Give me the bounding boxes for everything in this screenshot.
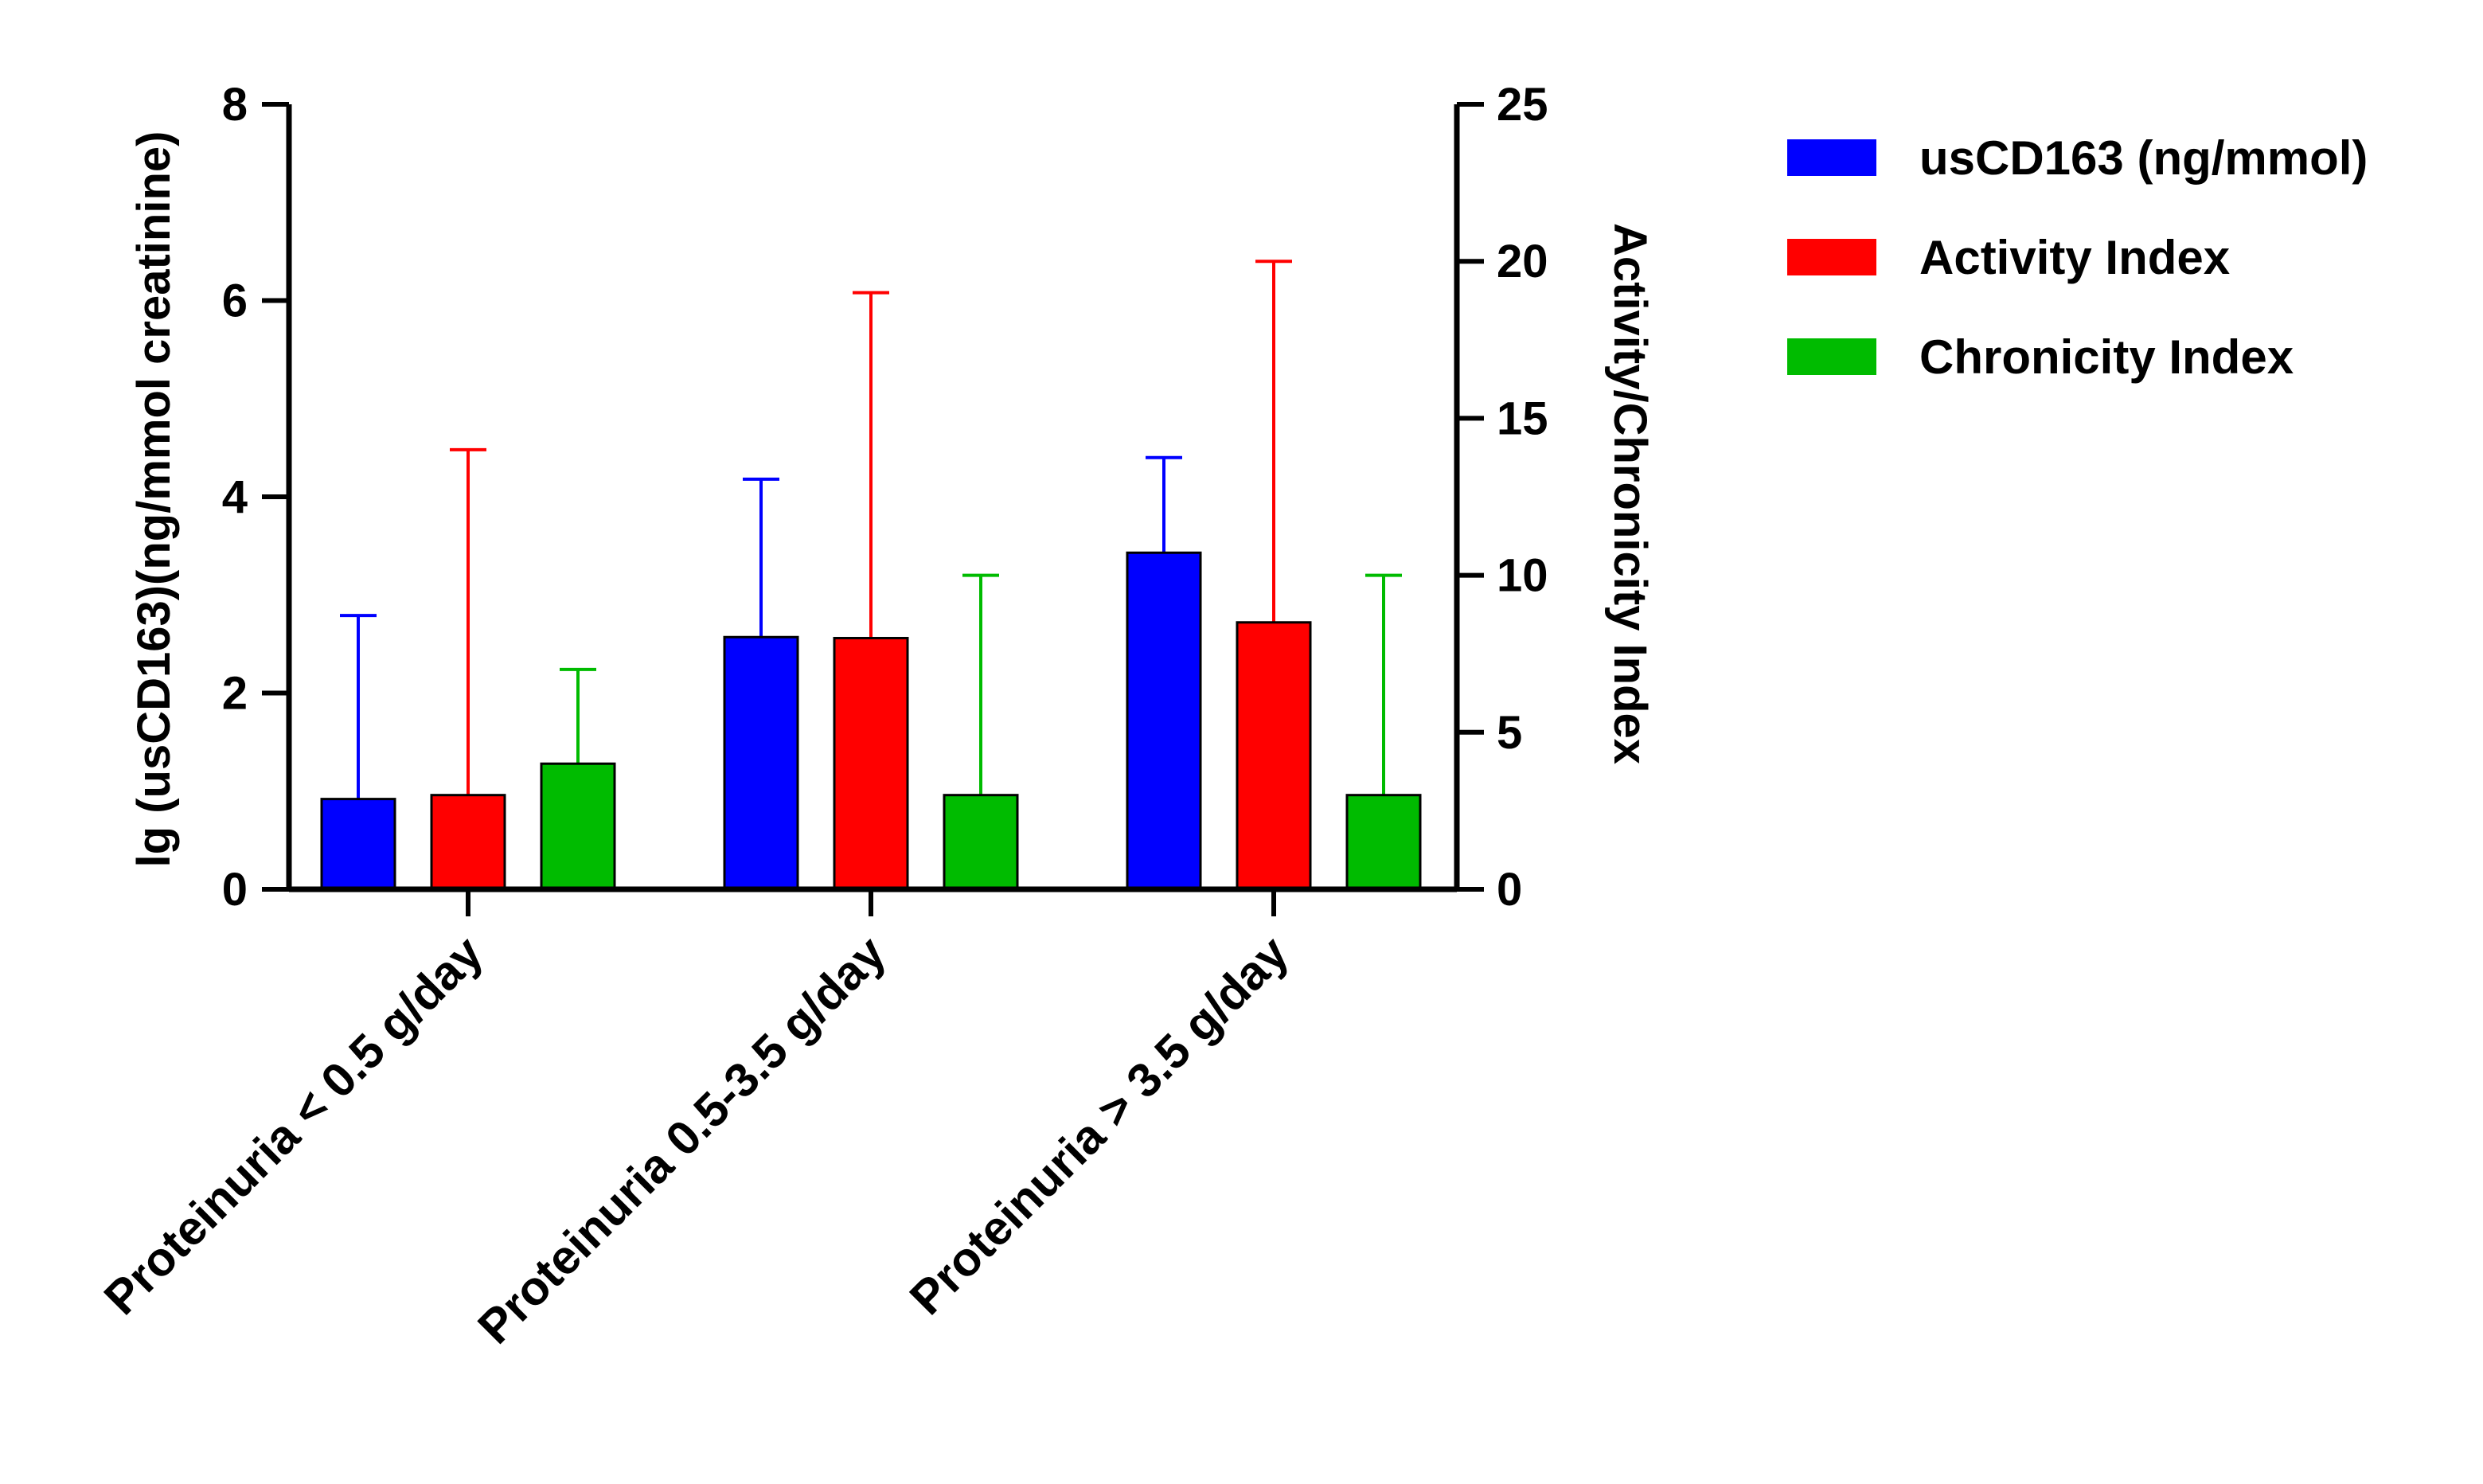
y-left-tick-label: 8 [222, 79, 248, 131]
error-bars [340, 260, 1402, 799]
bar-chronicity-0 [540, 762, 616, 891]
y-right-tick-label: 20 [1497, 236, 1548, 287]
tick-labels: 0 2 4 6 8 0 5 10 15 20 25 [222, 79, 1548, 916]
y-axis-left-title: lg (usCD163)(ng/mmol creatinine) [128, 131, 180, 868]
y-left-tick-label: 0 [222, 864, 248, 916]
category-label: Proteinuria < 0.5 g/day [94, 925, 494, 1325]
legend-label: Activity Index [1919, 231, 2230, 284]
y-axis-right-title: Activity/Chronicity Index [1604, 223, 1656, 764]
bar-chronicity-1 [943, 794, 1019, 891]
legend-swatch-2 [1787, 338, 1876, 375]
y-left-tick-label: 6 [222, 275, 248, 327]
y-right-tick-label: 15 [1497, 392, 1548, 444]
legend-label: Chronicity Index [1919, 330, 2294, 384]
category-label: Proteinuria > 3.5 g/day [900, 925, 1299, 1325]
bars [320, 551, 1422, 891]
bar-activity-1 [833, 636, 909, 891]
bar-chronicity-2 [1345, 794, 1422, 891]
bar-uscd163-0 [320, 798, 396, 891]
legend-label: usCD163 (ng/mmol) [1919, 131, 2368, 185]
y-left-tick-label: 4 [222, 471, 248, 523]
category-label: Proteinuria 0.5-3.5 g/day [467, 925, 896, 1353]
bar-uscd163-2 [1126, 551, 1202, 891]
bar-uscd163-1 [723, 635, 799, 891]
y-right-tick-label: 25 [1497, 79, 1548, 131]
y-right-tick-label: 10 [1497, 550, 1548, 602]
legend: usCD163 (ng/mmol) Activity Index Chronicit… [1787, 131, 2368, 384]
y-right-tick-label: 5 [1497, 707, 1522, 759]
axes [262, 102, 1484, 916]
y-left-tick-label: 2 [222, 668, 248, 720]
legend-swatch-1 [1787, 239, 1876, 275]
bar-activity-2 [1236, 621, 1312, 891]
bar-activity-0 [430, 794, 506, 891]
y-right-tick-label: 0 [1497, 864, 1522, 916]
legend-swatch-0 [1787, 139, 1876, 176]
